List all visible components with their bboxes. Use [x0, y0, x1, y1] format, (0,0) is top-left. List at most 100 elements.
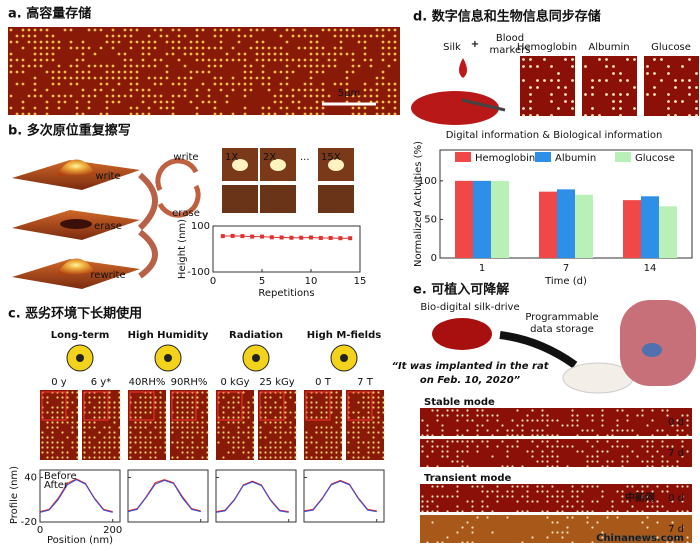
dot — [661, 465, 664, 468]
dot — [381, 52, 385, 56]
dot — [536, 434, 539, 437]
dot — [476, 516, 479, 519]
dot — [189, 70, 193, 74]
dot — [466, 409, 469, 412]
dot — [61, 401, 64, 404]
dot — [99, 112, 103, 116]
x-tick-label: 0 — [37, 525, 43, 536]
dot — [571, 445, 574, 448]
dot — [75, 100, 79, 104]
dot — [446, 409, 449, 412]
dot — [141, 40, 145, 44]
dot — [93, 64, 97, 68]
dot — [516, 485, 519, 488]
profile-line — [215, 481, 289, 513]
dot — [496, 485, 499, 488]
dot — [259, 451, 262, 454]
dot — [521, 419, 524, 422]
dot — [289, 396, 292, 399]
dot — [186, 401, 189, 404]
dot — [289, 391, 292, 394]
dot — [377, 416, 380, 419]
plot-frame — [212, 225, 361, 273]
dot — [201, 446, 204, 449]
dot — [45, 112, 49, 116]
dot — [118, 416, 121, 419]
dot — [325, 441, 328, 444]
cycle-label: write — [173, 152, 198, 163]
dot — [139, 411, 142, 414]
dot — [325, 406, 328, 409]
dot — [165, 40, 169, 44]
dot — [98, 401, 101, 404]
dot — [596, 455, 599, 458]
dot — [561, 490, 564, 493]
dot — [362, 406, 365, 409]
dot — [71, 431, 74, 434]
dot — [294, 426, 297, 429]
dot — [367, 456, 370, 459]
height-point — [230, 233, 235, 238]
dot — [372, 441, 375, 444]
dot — [596, 500, 599, 503]
dot — [566, 526, 569, 529]
frame-spot — [270, 159, 286, 171]
dot — [285, 106, 289, 110]
dot — [363, 106, 367, 110]
dot — [382, 451, 385, 454]
dot — [56, 421, 59, 424]
dot — [273, 28, 277, 32]
plot-frame — [215, 469, 297, 523]
dot — [41, 451, 44, 454]
dot — [51, 70, 55, 74]
dot — [436, 419, 439, 422]
dot — [284, 451, 287, 454]
dot — [153, 82, 157, 86]
dot — [144, 401, 147, 404]
quote: on Feb. 10, 2020” — [420, 375, 521, 386]
dot — [103, 426, 106, 429]
afm-pit — [60, 219, 92, 229]
dot — [45, 100, 49, 104]
dot — [681, 495, 684, 498]
dot — [531, 440, 534, 443]
panel-title: c. 恶劣环境下长期使用 — [8, 306, 142, 322]
dot — [626, 455, 629, 458]
dot — [249, 46, 253, 50]
dot — [591, 114, 594, 117]
dot — [612, 100, 615, 103]
silk-label: Silk — [443, 42, 461, 53]
dot — [335, 406, 338, 409]
dot — [219, 28, 223, 32]
dot-pattern — [41, 391, 79, 459]
dot — [619, 114, 622, 117]
dot — [367, 406, 370, 409]
dot — [695, 107, 698, 110]
dot — [39, 28, 43, 32]
dot — [129, 456, 132, 459]
dot — [546, 536, 549, 539]
dot — [345, 34, 349, 38]
dot — [315, 446, 318, 449]
dot — [522, 79, 525, 82]
dot — [651, 419, 654, 422]
dot — [165, 106, 169, 110]
dot — [139, 421, 142, 424]
dot — [651, 445, 654, 448]
dot — [621, 455, 624, 458]
dot — [33, 34, 37, 38]
dot — [303, 46, 307, 50]
dot — [139, 446, 142, 449]
dot — [144, 406, 147, 409]
dot — [252, 426, 255, 429]
dot — [375, 94, 379, 98]
dot — [69, 64, 73, 68]
dot — [526, 485, 529, 488]
dot — [330, 411, 333, 414]
dot — [529, 107, 532, 110]
dot — [426, 434, 429, 437]
dot — [511, 429, 514, 432]
dot — [98, 406, 101, 409]
dot — [357, 451, 360, 454]
dot — [393, 58, 397, 62]
